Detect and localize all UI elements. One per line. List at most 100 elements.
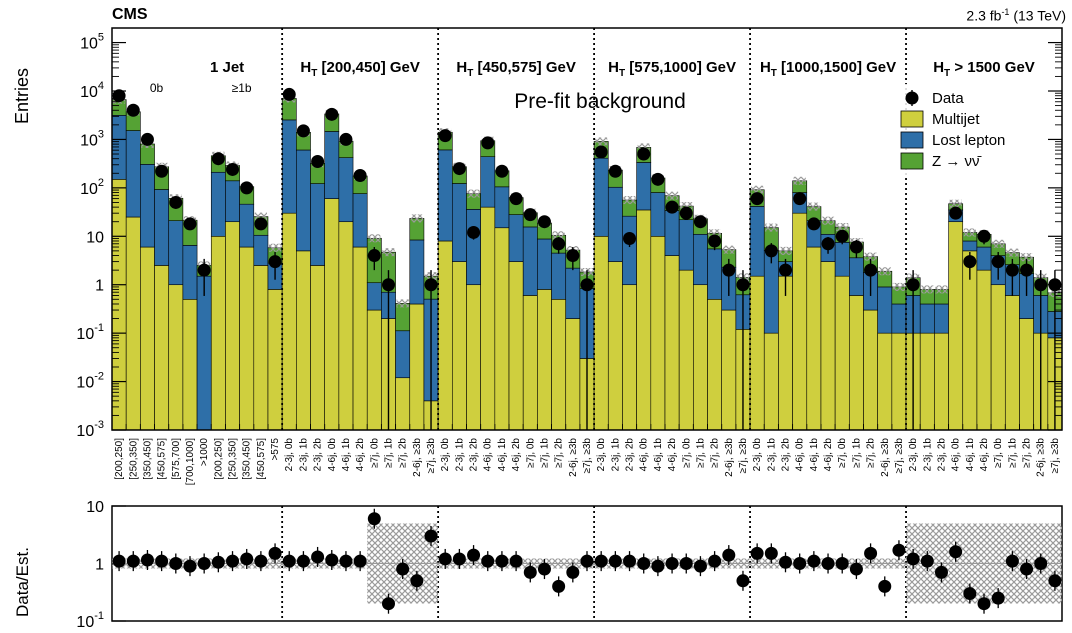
data-point-24 <box>452 162 466 176</box>
uncertainty-21 <box>410 214 423 223</box>
xtick-label-48: 4-6j, 0b <box>795 438 806 472</box>
xtick-label-28: 4-6j, 2b <box>511 438 522 472</box>
xtick-label-61: 4-6j, 2b <box>979 438 990 472</box>
bar-multijet-12 <box>281 212 297 431</box>
ratio-point-24 <box>452 552 466 566</box>
bar-lostlepton-26 <box>480 156 496 208</box>
bar-multijet-3 <box>154 265 170 431</box>
data-point-50 <box>821 237 835 251</box>
data-point-38 <box>651 172 665 186</box>
xtick-label-6: >1000 <box>199 438 210 467</box>
ratio-point-32 <box>566 565 580 579</box>
uncertainty-36 <box>623 196 636 205</box>
uncertainty-48 <box>793 176 806 185</box>
bar-lostlepton-13 <box>296 149 311 252</box>
ratio-point-22 <box>424 529 438 543</box>
bar-multijet-8 <box>225 221 240 431</box>
bar-lostlepton-10 <box>253 234 269 266</box>
ratio-band-19 <box>381 523 396 604</box>
uncertainty-55 <box>892 282 906 291</box>
data-point-4 <box>169 195 183 209</box>
ytick-label-6: 103 <box>80 128 104 149</box>
data-point-42 <box>708 234 722 248</box>
ratio-point-1 <box>126 554 140 568</box>
data-point-14 <box>311 155 325 169</box>
ratio-point-19 <box>381 597 395 611</box>
bar-multijet-57 <box>919 332 935 431</box>
bar-lostlepton-36 <box>622 215 637 286</box>
bar-multijet-34 <box>593 235 609 431</box>
ratio-points <box>112 508 1062 614</box>
bar-lostlepton-28 <box>508 214 524 262</box>
data-point-3 <box>155 164 169 178</box>
bar-multijet-36 <box>622 284 637 431</box>
ratio-point-51 <box>835 557 849 570</box>
xtick-label-41: ≥7j, 1b <box>695 438 706 468</box>
bar-multijet-2 <box>140 246 155 431</box>
bar-lostlepton-18 <box>366 282 382 311</box>
ratio-band-22 <box>423 523 439 604</box>
bar-lostlepton-3 <box>154 189 170 266</box>
ratio-point-5 <box>183 559 197 573</box>
ratio-point-4 <box>169 557 183 570</box>
xtick-label-13: 2-3j, 1b <box>298 438 309 472</box>
xtick-label-55: ≥7j, ≥3b <box>894 438 905 474</box>
lumi-value: 2.3 fb <box>966 7 1002 24</box>
ratio-point-12 <box>282 554 296 568</box>
legend-swatch-1 <box>900 110 924 128</box>
bar-multijet-48 <box>792 212 808 431</box>
data-point-26 <box>481 136 495 150</box>
legend-swatch-2 <box>900 131 924 149</box>
ratio-band-61 <box>976 523 992 604</box>
bar-multijet-16 <box>338 221 354 431</box>
bar-lostlepton-55 <box>891 303 907 334</box>
ratio-point-55 <box>892 543 906 557</box>
ratio-band-31 <box>551 558 566 569</box>
ratio-point-34 <box>594 554 608 568</box>
bar-lostlepton-60 <box>962 240 978 252</box>
bar-multijet-49 <box>806 246 822 431</box>
uncertainty-18 <box>368 234 381 243</box>
y-axis-ticks: 10-3 10-2 10-1 1 10 102 103 104 105 <box>76 32 1062 440</box>
ratio-point-45 <box>750 546 764 560</box>
bar-lostlepton-20 <box>395 330 411 379</box>
xtick-label-38: 4-6j, 1b <box>653 438 664 472</box>
data-point-37 <box>637 147 651 161</box>
ratio-ytick-label-0: 10-1 <box>76 610 104 631</box>
lumi-energy: (13 TeV) <box>1009 7 1066 24</box>
xtick-label-46: 2-3j, 1b <box>766 438 777 472</box>
uncertainty-63 <box>1006 248 1019 257</box>
xtick-label-59: 4-6j, 0b <box>951 438 962 472</box>
ratio-point-44 <box>736 574 750 588</box>
data-point-18 <box>367 249 381 263</box>
xtick-label-56: 2-3j, 0b <box>908 438 919 472</box>
bar-lostlepton-8 <box>225 180 240 223</box>
bar-multijet-15 <box>324 198 340 431</box>
xtick-label-8: [250,350] <box>228 438 239 480</box>
ratio-y-axis-label: Data/Est. <box>13 547 32 617</box>
bar-lostlepton-57 <box>919 303 935 334</box>
bar-multijet-54 <box>877 332 893 431</box>
data-point-62 <box>991 255 1005 269</box>
bar-multijet-31 <box>551 298 567 431</box>
data-point-27 <box>495 164 509 178</box>
ratio-band-59 <box>948 523 963 604</box>
bar-multijet-41 <box>693 284 708 431</box>
data-point-9 <box>240 181 254 195</box>
bar-lostlepton-24 <box>451 183 467 262</box>
lumi-exponent: -1 <box>1001 7 1010 17</box>
ratio-point-58 <box>934 565 948 579</box>
bar-multijet-50 <box>820 261 836 431</box>
region-label-3: HT [575,1000] GeV <box>608 59 736 79</box>
data-point-17 <box>353 168 367 182</box>
bar-lostlepton-54 <box>877 286 893 334</box>
xtick-label-26: 4-6j, 0b <box>483 438 494 472</box>
bar-lostlepton-1 <box>125 130 141 218</box>
ratio-band-45 <box>750 558 765 569</box>
data-point-63 <box>1005 263 1019 277</box>
data-point-47 <box>779 263 793 277</box>
data-point-51 <box>835 229 849 243</box>
ratio-point-43 <box>722 548 736 562</box>
ratio-band-44 <box>735 558 751 569</box>
xtick-label-50: 4-6j, 2b <box>823 438 834 472</box>
